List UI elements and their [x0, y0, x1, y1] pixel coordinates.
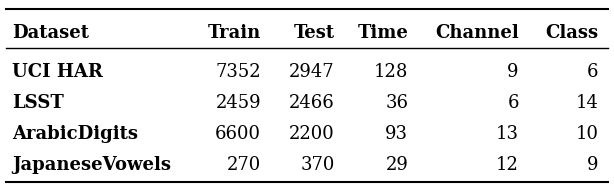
Text: Test: Test: [293, 24, 335, 42]
Text: 13: 13: [496, 125, 519, 143]
Text: 9: 9: [587, 156, 599, 174]
Text: 370: 370: [300, 156, 335, 174]
Text: 9: 9: [507, 62, 519, 81]
Text: 10: 10: [576, 125, 599, 143]
Text: LSST: LSST: [12, 94, 64, 112]
Text: Train: Train: [208, 24, 261, 42]
Text: Dataset: Dataset: [12, 24, 89, 42]
Text: 93: 93: [386, 125, 408, 143]
Text: 14: 14: [576, 94, 599, 112]
Text: 2466: 2466: [289, 94, 335, 112]
Text: 128: 128: [374, 62, 408, 81]
Text: ArabicDigits: ArabicDigits: [12, 125, 138, 143]
Text: 7352: 7352: [216, 62, 261, 81]
Text: 6: 6: [587, 62, 599, 81]
Text: 270: 270: [227, 156, 261, 174]
Text: 6600: 6600: [215, 125, 261, 143]
Text: Class: Class: [545, 24, 599, 42]
Text: 12: 12: [496, 156, 519, 174]
Text: Channel: Channel: [435, 24, 519, 42]
Text: 29: 29: [386, 156, 408, 174]
Text: 36: 36: [386, 94, 408, 112]
Text: 2200: 2200: [289, 125, 335, 143]
Text: Time: Time: [357, 24, 408, 42]
Text: 6: 6: [507, 94, 519, 112]
Text: 2947: 2947: [289, 62, 335, 81]
Text: UCI HAR: UCI HAR: [12, 62, 103, 81]
Text: JapaneseVowels: JapaneseVowels: [12, 156, 171, 174]
Text: 2459: 2459: [216, 94, 261, 112]
